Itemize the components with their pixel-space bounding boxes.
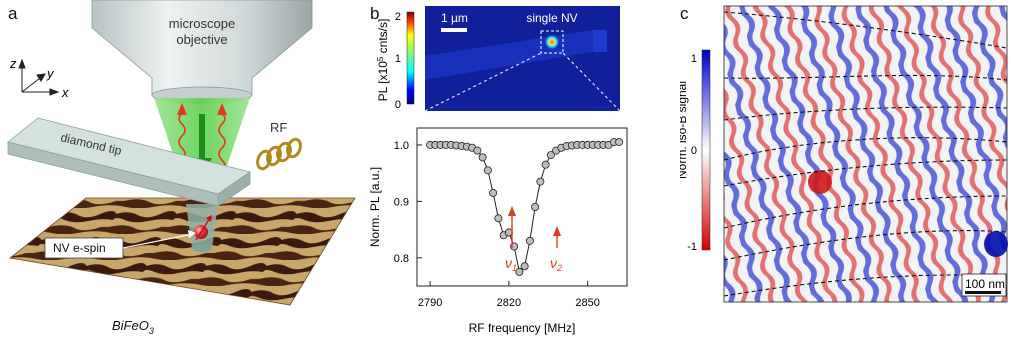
panel-letter-a: a xyxy=(8,4,18,23)
pl-colorbar-tick-2: 2 xyxy=(395,11,401,23)
ytick-0.9: 0.9 xyxy=(394,196,409,208)
pl-colorbar-tick-0: 0 xyxy=(395,99,401,111)
spectrum-point xyxy=(478,153,487,162)
single-nv-label: single NV xyxy=(526,11,577,25)
sample-label: BiFeO3 xyxy=(112,318,154,336)
isob-tick-0: 0 xyxy=(691,145,697,157)
spectrum-point xyxy=(489,188,498,197)
scale-label-1um: 1 µm xyxy=(441,11,468,25)
axis-y-label: y xyxy=(46,66,55,81)
spectrum-point xyxy=(536,177,545,186)
odmr-spectrum: Norm. PL [a.u.] RF frequency [MHz] 2790 … xyxy=(368,127,628,335)
nu2-label: ν2 xyxy=(550,255,562,273)
isob-colorbar-label: Norm. iso-B signal xyxy=(680,81,689,179)
bifeo3-sample xyxy=(9,197,356,306)
pl-colorbar-tick-1: 1 xyxy=(395,53,401,65)
spectrum-ticks xyxy=(417,144,589,286)
isob-tick-neg1: -1 xyxy=(687,241,697,253)
nv-selection-box xyxy=(540,30,564,54)
diamond-tip xyxy=(7,117,251,207)
ytick-0.8: 0.8 xyxy=(394,253,409,265)
spectrum-point xyxy=(520,262,529,271)
pl-colorbar: 2 1 0 PL [x105 cnts/s] xyxy=(376,11,415,111)
nu1-label: ν1 xyxy=(505,255,517,273)
spectrum-point xyxy=(483,166,492,175)
isob-tick-1: 1 xyxy=(691,53,697,65)
spectrum-point xyxy=(546,151,555,160)
spectrum-ylabel: Norm. PL [a.u.] xyxy=(368,167,382,247)
objective-label-2: objective xyxy=(176,32,227,47)
spectrum-xlabel: RF frequency [MHz] xyxy=(469,321,576,335)
scale-bar-1um xyxy=(441,28,467,32)
microscope-objective xyxy=(91,0,313,104)
spectrum-point xyxy=(531,202,540,211)
panel-letter-c: c xyxy=(680,4,689,23)
isob-map: 100 nm xyxy=(723,5,1008,303)
xtick-2850: 2850 xyxy=(575,297,599,309)
panel-letter-b: b xyxy=(370,4,380,23)
scale-bar-100nm xyxy=(965,291,1001,294)
isob-colorbar: 1 0 -1 Norm. iso-B signal xyxy=(680,49,711,253)
panel-b: 1 µm single NV 2 1 0 PL [x105 cnts/s] No… xyxy=(368,6,628,335)
rf-label: RF xyxy=(270,120,287,135)
panel-c: 1 0 -1 Norm. iso-B signal 100 nm xyxy=(680,5,1008,303)
nu1-arrow xyxy=(508,206,516,248)
pl-colorbar-label: PL [x105 cnts/s] xyxy=(376,19,390,102)
axes-indicator xyxy=(18,58,60,96)
spectrum-point xyxy=(615,138,624,147)
scale-bar-100nm-box xyxy=(961,273,1007,297)
panel-a-schematic: microscope objective z y x diamond tip R… xyxy=(7,0,356,336)
nv-spin xyxy=(194,215,212,241)
spectrum-point xyxy=(494,214,503,223)
objective-label-1: microscope xyxy=(169,16,235,31)
spectrum-points xyxy=(426,138,624,276)
spectrum-point xyxy=(541,160,550,169)
nv-spin-label: NV e-spin xyxy=(53,241,106,255)
ytick-1.0: 1.0 xyxy=(394,140,409,152)
spectrum-point xyxy=(525,236,534,245)
axis-z-label: z xyxy=(9,56,17,71)
scale-label-100nm: 100 nm xyxy=(965,277,1005,291)
pl-map: 1 µm single NV xyxy=(425,6,620,111)
nu2-arrow xyxy=(553,226,561,248)
rf-coil xyxy=(256,137,302,171)
spectrum-frame xyxy=(416,127,628,287)
xtick-2790: 2790 xyxy=(418,297,442,309)
spectrum-point xyxy=(515,267,524,276)
xtick-2820: 2820 xyxy=(497,297,521,309)
axis-x-label: x xyxy=(61,85,69,100)
spectrum-point xyxy=(473,146,482,155)
